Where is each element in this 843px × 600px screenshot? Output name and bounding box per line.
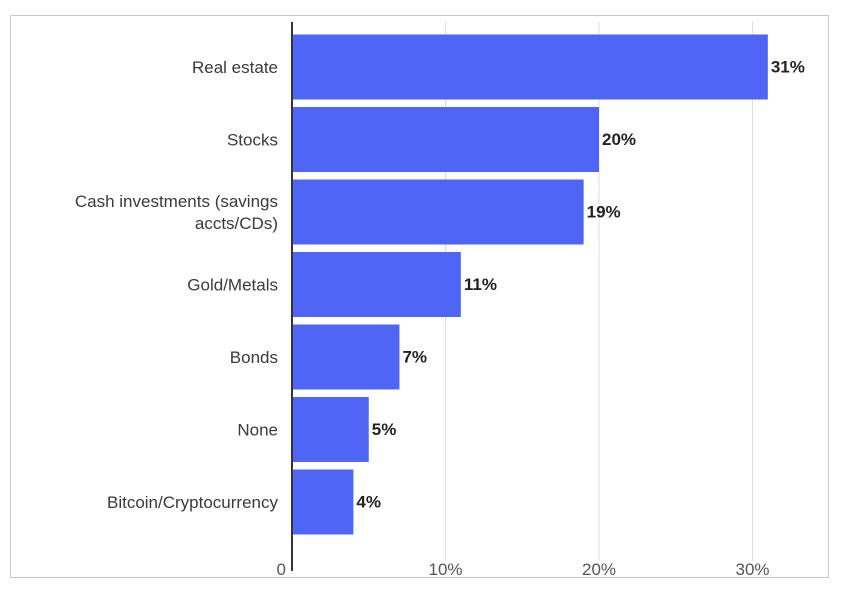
category-label-line: Stocks [227, 130, 278, 149]
bar [292, 34, 768, 100]
category-label: Bonds [230, 348, 278, 367]
category-label: Gold/Metals [187, 275, 278, 294]
x-tick-label: 20% [582, 560, 616, 577]
category-label-line: Gold/Metals [187, 275, 278, 294]
x-tick-label: 10% [428, 560, 462, 577]
bar [292, 107, 599, 172]
data-label: 20% [602, 130, 636, 149]
chart-frame: Real estate Stocks Cash investments (savin… [10, 15, 829, 578]
bar [292, 324, 400, 390]
x-tick-label: 30% [735, 560, 769, 577]
data-label: 31% [771, 58, 805, 77]
data-label: 19% [587, 203, 621, 222]
category-label-line: Bitcoin/Cryptocurrency [107, 493, 279, 512]
category-label: None [237, 420, 278, 439]
data-labels: 31% 20% 19% 11% 7% 5% 4% [356, 58, 804, 512]
category-label-line: Bonds [230, 348, 278, 367]
category-label: Bitcoin/Cryptocurrency [107, 493, 279, 512]
category-labels: Real estate Stocks Cash investments (savin… [75, 58, 279, 512]
data-label: 7% [402, 348, 427, 367]
category-label-line: Cash investments (savings [75, 192, 278, 211]
x-tick-labels: 0 10% 20% 30% [277, 560, 770, 577]
category-label-line: None [237, 420, 278, 439]
bar [292, 179, 584, 245]
bar [292, 397, 369, 462]
data-label: 11% [464, 275, 497, 294]
data-label: 5% [372, 420, 397, 439]
category-label: Real estate [192, 58, 278, 77]
bar-chart: Real estate Stocks Cash investments (savin… [75, 22, 805, 577]
category-label-line: Real estate [192, 58, 278, 77]
bar [292, 469, 354, 535]
category-label-line: accts/CDs) [195, 214, 278, 233]
data-label: 4% [356, 493, 381, 512]
bars [292, 34, 768, 535]
bar [292, 252, 461, 317]
category-label: Stocks [227, 130, 278, 149]
category-label: Cash investments (savings accts/CDs) [75, 192, 278, 233]
x-tick-label: 0 [277, 560, 286, 577]
